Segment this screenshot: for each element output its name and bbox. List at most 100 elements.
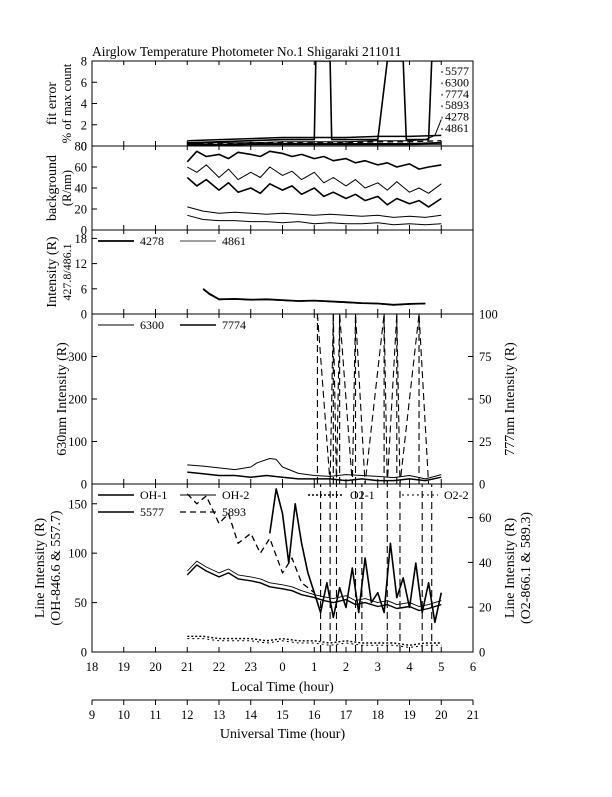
series-7774-spikes-line [316,314,430,484]
universal-time-tick-label: 9 [89,708,95,722]
legend-label: 7774 [445,87,469,101]
series-5893-line [187,140,442,145]
panel-background: 0 20 40 60 80 background (R/nm) [45,140,474,238]
panel-blue-lines: 0 6 12 18 Intensity (R) 427.8/486.1 4278 4861 [45,229,474,322]
y-axis-sublabel: % of max count [60,63,74,143]
series-5577-line [187,61,442,144]
y-tick-label: 60 [75,161,88,175]
local-time-tick-label: 21 [181,660,194,674]
panel-frame [91,60,474,147]
universal-time-axis-label: Universal Time (hour) [220,727,346,742]
series-7774-line [187,471,442,482]
local-time-tick-label: 6 [470,660,476,674]
series-4278-line [202,288,426,306]
y-tick-label: 80 [75,140,88,154]
local-time-tick-label: 22 [213,660,226,674]
y-axis-sublabel: (R/nm) [60,170,74,206]
y-tick-label: 6 [81,282,87,296]
chart-title: Airglow Temperature Photometer No.1 Shig… [92,44,402,59]
y-axis-sublabel: (OH-846.6 & 557.7) [49,510,64,625]
local-time-tick-label: 2 [343,660,349,674]
y2-tick-label: 100 [479,308,498,322]
series-group [186,150,442,226]
universal-time-tick-label: 19 [403,708,416,722]
series-4861-line [202,289,426,306]
legend-label: O2-1 [350,488,375,502]
y-axis-label: background [45,155,60,221]
y2-axis-label: Line Intensity (R) [503,518,518,619]
y-tick-label: 8 [81,55,87,69]
y-tick-label: 6 [81,76,87,90]
y-tick-label: 150 [68,497,87,511]
legend-label: 4278 [445,110,469,124]
series-7774-line [187,134,442,142]
y-tick-label: 2 [81,118,87,132]
y-tick-label: 0 [81,478,87,492]
y-axis-label: Line Intensity (R) [33,518,48,619]
series-1-line [186,150,442,170]
legend-label: 5893 [445,98,469,112]
y-tick-label: 200 [68,393,87,407]
series-5893-line [186,493,315,594]
y2-tick-label: 0 [479,478,485,492]
series-group [187,314,442,484]
series-group [186,484,443,652]
series-4861-line [187,144,442,146]
y2-axis-sublabel: (O2-866.1 & 589.3) [519,512,534,624]
series-oh-1-line [186,564,442,612]
y-tick-label: 50 [75,596,88,610]
universal-time-tick-label: 18 [372,708,385,722]
panel-frame [91,145,474,231]
y-tick-label: 100 [68,435,87,449]
y2-tick-label: 60 [479,511,492,525]
series-o2-1-line [187,635,442,646]
y2-tick-label: 20 [479,601,492,615]
y-tick-label: 0 [81,308,87,322]
y-axis-label: 630nm Intensity (R) [55,342,70,456]
legend-label: OH-2 [222,488,249,502]
y-tick-label: 0 [81,646,87,660]
universal-time-tick-label: 17 [340,708,353,722]
y-tick-label: 0 [81,140,87,154]
legend-label: O2-2 [444,488,469,502]
legend-label: 4861 [222,234,246,248]
local-time-axis-label: Local Time (hour) [231,680,334,695]
panel-fit-error: 0 2 4 6 8 fit error% of max count 557763007774… [45,55,474,154]
y-axis-label: fit error [45,82,60,125]
y-tick-label: 300 [68,350,87,364]
series-group [187,61,442,146]
y-tick-label: 12 [75,257,88,271]
legend-label: 6300 [445,75,469,89]
series-o2-2-line [187,638,442,648]
local-time-tick-label: 3 [375,660,381,674]
local-time-tick-label: 23 [245,660,258,674]
series-group [202,288,426,306]
y2-axis-label: 777nm Intensity (R) [503,342,518,456]
local-time-tick-label: 4 [406,660,413,674]
universal-time-tick-label: 21 [467,708,480,722]
y-tick-label: 18 [75,232,88,246]
legend-label: 4861 [445,121,469,135]
legend-label: 5577 [140,505,164,519]
local-time-tick-label: 0 [279,660,285,674]
y2-tick-label: 40 [479,556,492,570]
series-4-line [187,206,442,218]
universal-time-tick-label: 20 [435,708,448,722]
y-tick-label: 40 [75,182,88,196]
local-time-tick-label: 20 [149,660,162,674]
legend-label: 4278 [140,234,164,248]
y-axis-sublabel: 427.8/486.1 [60,243,74,300]
y2-tick-label: 0 [479,646,485,660]
y-axis-label: Intensity (R) [45,236,60,307]
universal-time-tick-label: 14 [245,708,258,722]
local-time-tick-label: 5 [438,660,444,674]
legend-label: 7774 [222,318,246,332]
universal-time-tick-label: 11 [149,708,161,722]
series-4278-line [187,141,442,146]
universal-time-tick-label: 16 [308,708,321,722]
